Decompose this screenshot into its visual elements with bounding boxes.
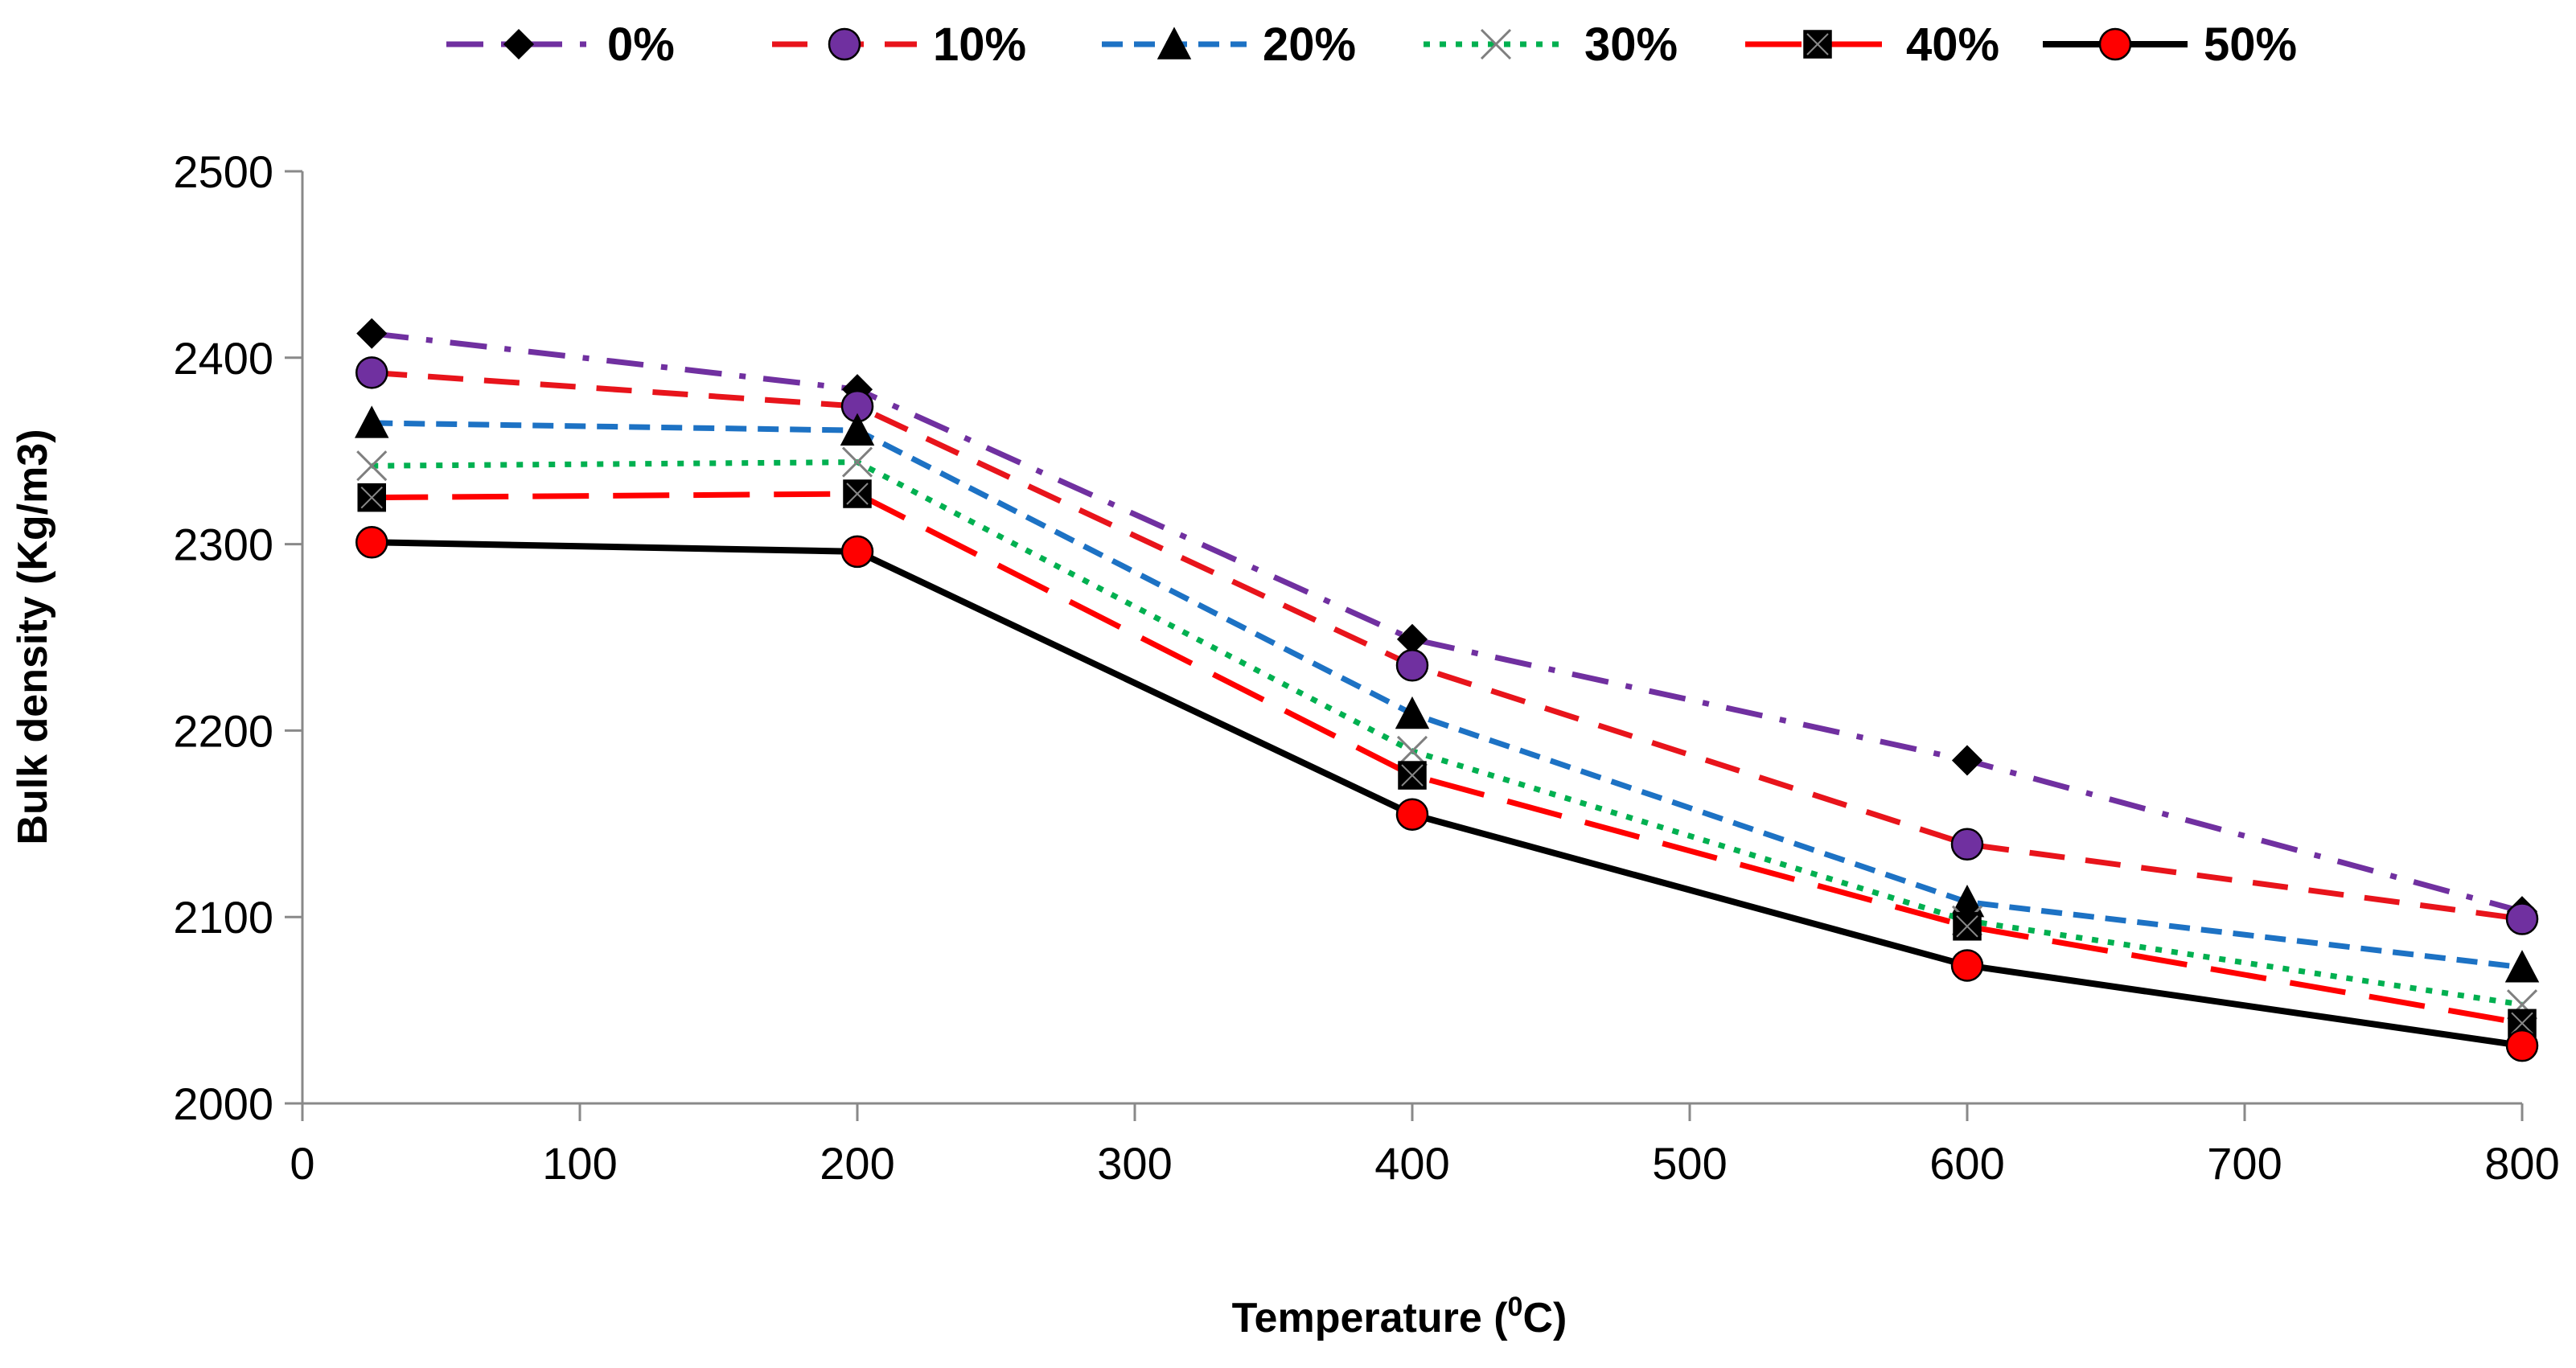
data-point-30pct xyxy=(841,446,873,478)
legend-marker-20pct xyxy=(1157,27,1192,60)
series-line-50pct xyxy=(372,539,2523,1050)
legend-marker-30pct xyxy=(1480,28,1512,60)
legend: 0% 10% 20% 30% 40% 50% xyxy=(446,18,2297,71)
x-axis-title-main: Temperature ( xyxy=(1232,1295,1509,1341)
legend-marker-50pct xyxy=(2098,27,2132,61)
series-line-40pct xyxy=(372,491,2523,1026)
x-tick-label: 800 xyxy=(2484,1138,2559,1189)
legend-label-30pct: 30% xyxy=(1584,18,1678,71)
data-point-20pct xyxy=(840,413,875,446)
y-tick-label: 2200 xyxy=(173,705,273,756)
series-layer xyxy=(355,318,2540,1062)
y-tick-label: 2300 xyxy=(173,520,273,570)
legend-item-20pct: 20% xyxy=(1102,18,1356,71)
axes: 2000 2100 2200 2300 2400 2500 0 100 200 300 400 500… xyxy=(173,146,2559,1189)
data-point-20pct xyxy=(1395,696,1430,729)
data-point-40pct xyxy=(357,483,386,512)
data-point-20pct xyxy=(355,405,389,438)
x-axis-title-superscript: 0 xyxy=(1508,1292,1523,1322)
data-point-40pct xyxy=(1398,761,1427,790)
x-tick-label: 400 xyxy=(1374,1138,1449,1189)
data-point-40pct xyxy=(843,479,872,508)
x-tick-label: 0 xyxy=(290,1138,314,1189)
legend-marker-10pct xyxy=(828,27,861,61)
data-point-50pct xyxy=(1395,798,1429,831)
legend-item-0pct: 0% xyxy=(446,18,675,71)
data-point-50pct xyxy=(840,535,874,569)
y-tick-label: 2000 xyxy=(173,1078,273,1129)
legend-item-10pct: 10% xyxy=(772,18,1026,71)
legend-item-40pct: 40% xyxy=(1745,18,1999,71)
data-point-50pct xyxy=(355,526,388,559)
x-tick-label: 300 xyxy=(1097,1138,1172,1189)
y-axis-title: Bulk density (Kg/m3) xyxy=(10,429,56,844)
data-point-10pct xyxy=(2505,902,2539,935)
legend-label-50pct: 50% xyxy=(2204,18,2297,71)
legend-marker-0pct xyxy=(503,28,535,60)
data-point-0pct xyxy=(1951,745,1983,776)
series-0pct xyxy=(356,318,2538,927)
data-point-10pct xyxy=(1950,828,1984,861)
x-tick-label: 200 xyxy=(820,1138,894,1189)
series-10pct xyxy=(355,356,2539,935)
data-point-10pct xyxy=(1395,649,1429,682)
legend-marker-40pct xyxy=(1803,30,1832,59)
legend-label-10pct: 10% xyxy=(933,18,1026,71)
series-line-0pct xyxy=(371,331,2523,914)
data-point-50pct xyxy=(1950,949,1984,982)
data-point-10pct xyxy=(355,356,388,389)
data-point-30pct xyxy=(356,450,388,482)
data-point-0pct xyxy=(356,318,388,349)
legend-label-40pct: 40% xyxy=(1906,18,1999,71)
x-tick-label: 700 xyxy=(2207,1138,2282,1189)
data-point-40pct xyxy=(1953,912,1982,941)
y-tick-label: 2500 xyxy=(173,146,273,197)
x-tick-label: 500 xyxy=(1652,1138,1727,1189)
series-line-30pct xyxy=(372,459,2523,1008)
series-20pct xyxy=(355,405,2540,983)
x-axis-title: Temperature (0C) xyxy=(1232,1292,1567,1341)
data-point-50pct xyxy=(2505,1029,2539,1062)
legend-item-30pct: 30% xyxy=(1424,18,1678,71)
x-tick-label: 600 xyxy=(1929,1138,2004,1189)
series-line-20pct xyxy=(372,420,2523,971)
legend-label-20pct: 20% xyxy=(1263,18,1356,71)
x-tick-label: 100 xyxy=(542,1138,617,1189)
legend-item-50pct: 50% xyxy=(2043,18,2297,71)
series-40pct xyxy=(357,479,2537,1038)
data-point-30pct xyxy=(1396,735,1428,766)
data-point-20pct xyxy=(2504,950,2540,983)
series-50pct xyxy=(355,526,2539,1062)
legend-label-0pct: 0% xyxy=(607,18,675,71)
y-tick-label: 2100 xyxy=(173,892,273,943)
x-axis-title-suffix: C) xyxy=(1522,1295,1567,1341)
y-tick-label: 2400 xyxy=(173,333,273,384)
